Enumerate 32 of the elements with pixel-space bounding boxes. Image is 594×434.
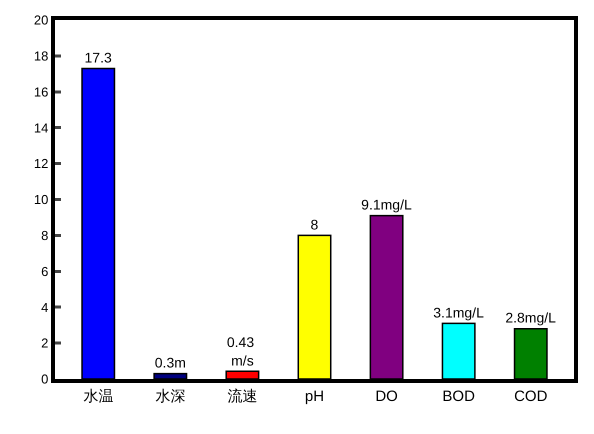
x-tick-label: pH: [304, 388, 324, 405]
data-label: 17.3: [84, 49, 112, 66]
bar: [225, 370, 260, 379]
bar: [153, 372, 188, 379]
y-tick-label: 2: [41, 336, 48, 351]
data-label: 2.8mg/L: [505, 310, 556, 326]
data-label: 3.1mg/L: [433, 304, 484, 320]
data-label: 0.43 m/s: [226, 334, 258, 368]
y-tick-label: 4: [41, 300, 48, 315]
y-tick-label: 12: [34, 156, 48, 172]
bar: [298, 234, 332, 379]
bar: [370, 214, 404, 379]
x-tick-label: 水温: [83, 388, 114, 405]
y-tick-label: 18: [34, 48, 48, 64]
y-tick-label: 6: [41, 264, 48, 279]
bar: [514, 328, 548, 379]
data-label: 8: [310, 216, 318, 232]
y-tick-label: 10: [34, 192, 48, 208]
y-tick-label: 0: [41, 372, 48, 387]
data-label: 9.1mg/L: [361, 196, 412, 213]
bar: [442, 322, 476, 379]
x-tick-label: BOD: [442, 388, 476, 405]
bar: [81, 68, 116, 379]
y-tick-label: 20: [34, 12, 48, 28]
y-tick-label: 16: [34, 84, 48, 100]
data-label: 0.3m: [154, 354, 186, 371]
y-tick-label: 8: [41, 228, 48, 243]
x-tick-label: 水深: [155, 388, 186, 405]
y-tick-label: 14: [34, 120, 48, 136]
x-tick-label: DO: [375, 388, 398, 405]
x-tick-label: COD: [514, 388, 548, 405]
x-tick-label: 流速: [227, 388, 258, 405]
